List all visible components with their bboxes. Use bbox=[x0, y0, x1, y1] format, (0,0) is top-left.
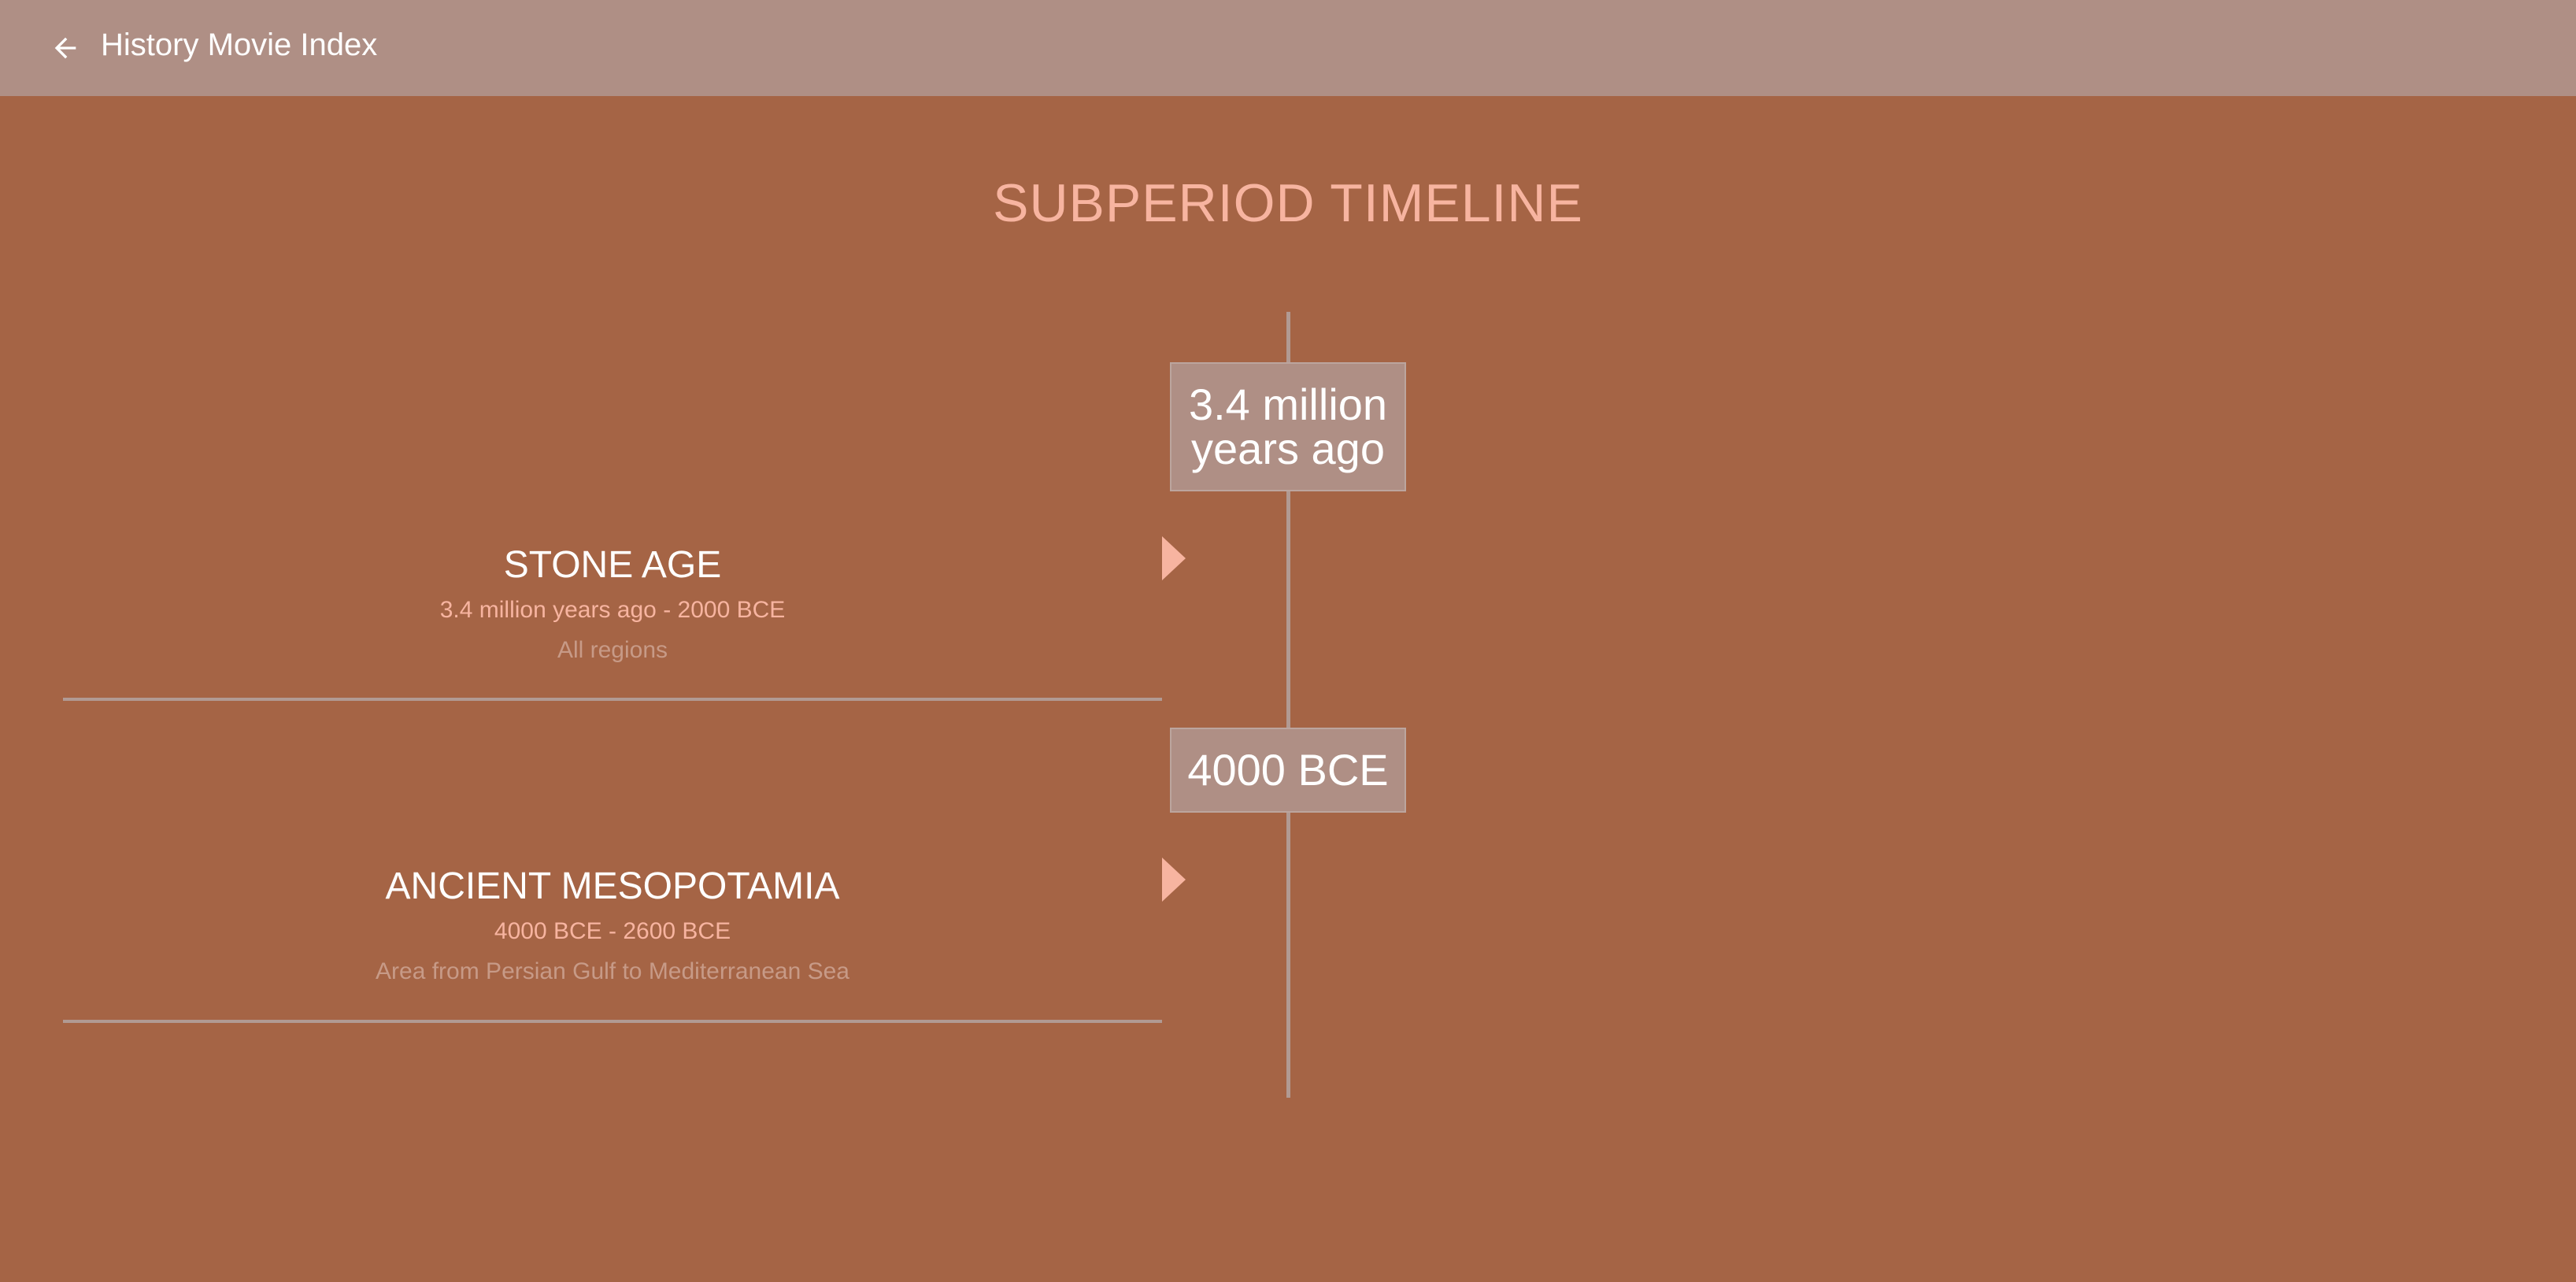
app-title: History Movie Index bbox=[101, 28, 378, 62]
period-range: 4000 BCE - 2600 BCE bbox=[494, 918, 731, 944]
timeline-axis bbox=[1286, 312, 1290, 1098]
app-bar: History Movie Index bbox=[0, 0, 2576, 96]
timeline-marker: 4000 BCE bbox=[1170, 728, 1406, 813]
arrow-left-icon bbox=[54, 37, 76, 59]
pointer-triangle-icon bbox=[1162, 536, 1186, 580]
period-name: STONE AGE bbox=[503, 544, 722, 586]
timeline-marker: 3.4 million years ago bbox=[1170, 362, 1406, 491]
period-region: All regions bbox=[557, 637, 668, 663]
timeline-marker-label: 3.4 million years ago bbox=[1188, 380, 1388, 473]
period-range: 3.4 million years ago - 2000 BCE bbox=[439, 597, 786, 623]
period-entry-stone-age[interactable]: STONE AGE 3.4 million years ago - 2000 B… bbox=[63, 539, 1162, 672]
pointer-triangle-icon bbox=[1162, 858, 1186, 902]
divider bbox=[63, 698, 1162, 701]
period-name: ANCIENT MESOPOTAMIA bbox=[385, 865, 840, 907]
page-title: SUBPERIOD TIMELINE bbox=[993, 173, 1583, 233]
timeline-marker-label: 4000 BCE bbox=[1187, 745, 1389, 795]
divider bbox=[63, 1020, 1162, 1023]
period-entry-ancient-mesopotamia[interactable]: ANCIENT MESOPOTAMIA 4000 BCE - 2600 BCE … bbox=[63, 860, 1162, 994]
back-button[interactable] bbox=[41, 24, 90, 72]
period-region: Area from Persian Gulf to Mediterranean … bbox=[376, 958, 849, 984]
